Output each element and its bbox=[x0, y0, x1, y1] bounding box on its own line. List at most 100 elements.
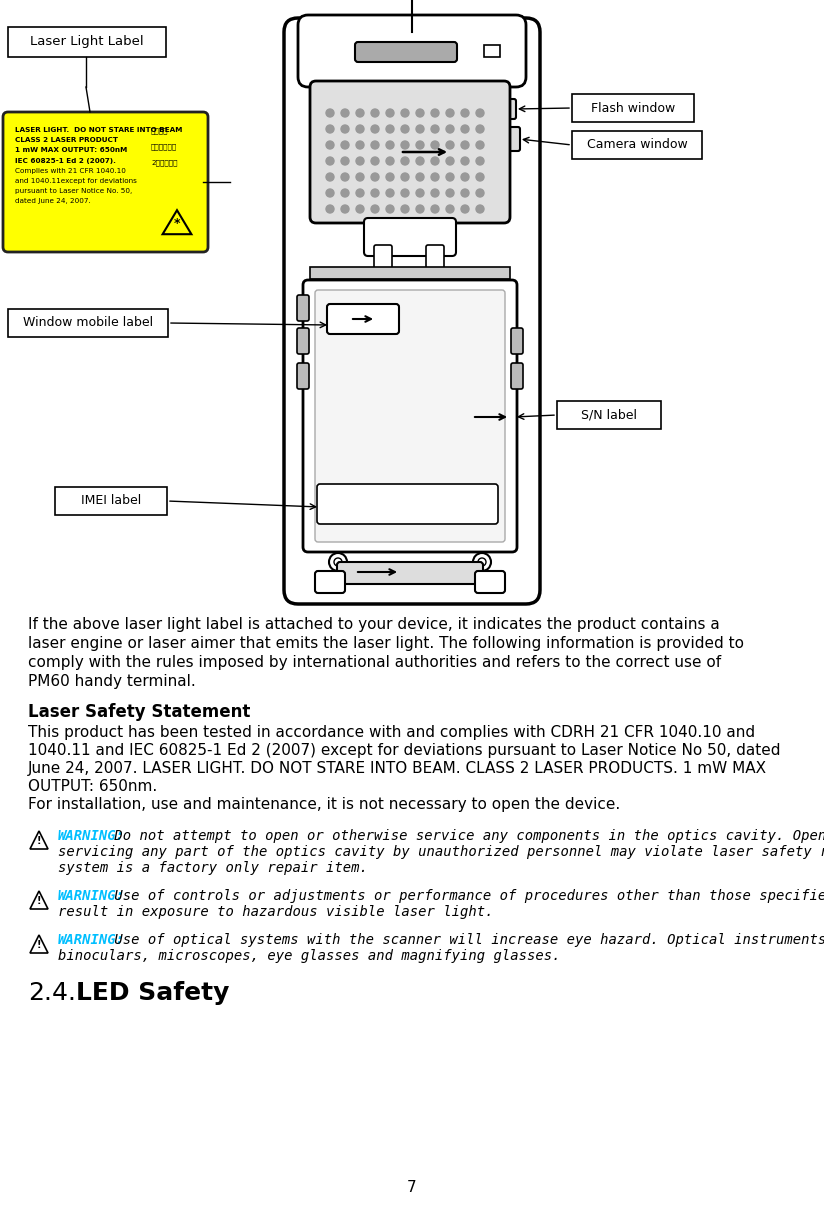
FancyBboxPatch shape bbox=[317, 484, 498, 524]
Circle shape bbox=[446, 109, 454, 117]
Circle shape bbox=[431, 173, 439, 181]
Circle shape bbox=[431, 157, 439, 165]
Polygon shape bbox=[30, 891, 48, 909]
Text: IEC 60825-1 Ed 2 (2007).: IEC 60825-1 Ed 2 (2007). bbox=[15, 158, 116, 164]
Circle shape bbox=[326, 109, 334, 117]
Circle shape bbox=[356, 141, 364, 148]
Text: binoculars, microscopes, eye glasses and magnifying glasses.: binoculars, microscopes, eye glasses and… bbox=[58, 949, 560, 963]
Circle shape bbox=[386, 205, 394, 212]
Text: *: * bbox=[174, 216, 180, 229]
Circle shape bbox=[386, 157, 394, 165]
FancyBboxPatch shape bbox=[284, 18, 540, 604]
Circle shape bbox=[431, 126, 439, 133]
Circle shape bbox=[386, 173, 394, 181]
Circle shape bbox=[446, 157, 454, 165]
Text: 2级激光产品: 2级激光产品 bbox=[151, 159, 177, 167]
Circle shape bbox=[476, 126, 484, 133]
Text: Do not attempt to open or otherwise service any components in the optics cavity.: Do not attempt to open or otherwise serv… bbox=[106, 829, 824, 842]
Circle shape bbox=[326, 126, 334, 133]
Text: IMEI label: IMEI label bbox=[81, 495, 141, 507]
FancyBboxPatch shape bbox=[484, 45, 500, 57]
Text: Window mobile label: Window mobile label bbox=[23, 316, 153, 330]
FancyBboxPatch shape bbox=[337, 562, 483, 584]
Text: and 1040.11except for deviations: and 1040.11except for deviations bbox=[15, 177, 137, 183]
Text: Complies with 21 CFR 1040.10: Complies with 21 CFR 1040.10 bbox=[15, 168, 126, 174]
Circle shape bbox=[341, 189, 349, 197]
Text: Use of optical systems with the scanner will increase eye hazard. Optical instru: Use of optical systems with the scanner … bbox=[106, 933, 824, 947]
Circle shape bbox=[386, 126, 394, 133]
Text: 激光辐射: 激光辐射 bbox=[151, 127, 168, 134]
Text: 1 mW MAX OUTPUT: 650nM: 1 mW MAX OUTPUT: 650nM bbox=[15, 147, 127, 153]
Circle shape bbox=[431, 109, 439, 117]
Circle shape bbox=[371, 189, 379, 197]
Circle shape bbox=[326, 205, 334, 212]
Circle shape bbox=[356, 189, 364, 197]
Text: S/N label: S/N label bbox=[581, 408, 637, 421]
Text: dated June 24, 2007.: dated June 24, 2007. bbox=[15, 198, 91, 204]
FancyBboxPatch shape bbox=[297, 328, 309, 354]
Circle shape bbox=[326, 157, 334, 165]
Circle shape bbox=[401, 189, 409, 197]
Circle shape bbox=[461, 141, 469, 148]
Circle shape bbox=[326, 173, 334, 181]
FancyBboxPatch shape bbox=[355, 42, 457, 62]
Circle shape bbox=[401, 126, 409, 133]
Circle shape bbox=[416, 189, 424, 197]
Circle shape bbox=[446, 205, 454, 212]
Circle shape bbox=[371, 173, 379, 181]
Text: Laser Safety Statement: Laser Safety Statement bbox=[28, 702, 250, 721]
Circle shape bbox=[356, 126, 364, 133]
Text: LASER LIGHT.  DO NOT STARE INTO BEAM: LASER LIGHT. DO NOT STARE INTO BEAM bbox=[15, 127, 182, 133]
FancyBboxPatch shape bbox=[297, 363, 309, 389]
Circle shape bbox=[446, 126, 454, 133]
Text: June 24, 2007. LASER LIGHT. DO NOT STARE INTO BEAM. CLASS 2 LASER PRODUCTS. 1 mW: June 24, 2007. LASER LIGHT. DO NOT STARE… bbox=[28, 760, 767, 776]
FancyBboxPatch shape bbox=[327, 304, 399, 334]
Circle shape bbox=[386, 109, 394, 117]
Circle shape bbox=[431, 205, 439, 212]
Polygon shape bbox=[162, 210, 191, 234]
Circle shape bbox=[476, 109, 484, 117]
Circle shape bbox=[476, 189, 484, 197]
Text: 勿视直射光束: 勿视直射光束 bbox=[151, 144, 177, 150]
Circle shape bbox=[371, 126, 379, 133]
Circle shape bbox=[461, 109, 469, 117]
FancyBboxPatch shape bbox=[486, 127, 520, 151]
Text: 1040.11 and IEC 60825-1 Ed 2 (2007) except for deviations pursuant to Laser Noti: 1040.11 and IEC 60825-1 Ed 2 (2007) exce… bbox=[28, 744, 780, 758]
FancyBboxPatch shape bbox=[426, 245, 444, 269]
Text: !: ! bbox=[37, 836, 41, 846]
Circle shape bbox=[476, 173, 484, 181]
Circle shape bbox=[446, 189, 454, 197]
Circle shape bbox=[416, 173, 424, 181]
Circle shape bbox=[371, 141, 379, 148]
Circle shape bbox=[341, 141, 349, 148]
Text: OUTPUT: 650nm.: OUTPUT: 650nm. bbox=[28, 779, 157, 794]
Circle shape bbox=[356, 173, 364, 181]
Circle shape bbox=[326, 189, 334, 197]
Circle shape bbox=[371, 109, 379, 117]
Circle shape bbox=[371, 157, 379, 165]
Text: For installation, use and maintenance, it is not necessary to open the device.: For installation, use and maintenance, i… bbox=[28, 797, 620, 812]
Text: This product has been tested in accordance with and complies with CDRH 21 CFR 10: This product has been tested in accordan… bbox=[28, 725, 755, 740]
Text: system is a factory only repair item.: system is a factory only repair item. bbox=[58, 861, 368, 875]
Circle shape bbox=[326, 141, 334, 148]
Circle shape bbox=[416, 109, 424, 117]
Polygon shape bbox=[30, 935, 48, 954]
Circle shape bbox=[476, 141, 484, 148]
Circle shape bbox=[401, 157, 409, 165]
FancyBboxPatch shape bbox=[490, 99, 516, 119]
Circle shape bbox=[356, 109, 364, 117]
Text: LED Safety: LED Safety bbox=[76, 981, 229, 1005]
Circle shape bbox=[461, 189, 469, 197]
Circle shape bbox=[341, 205, 349, 212]
Polygon shape bbox=[30, 830, 48, 849]
FancyBboxPatch shape bbox=[8, 309, 168, 337]
Text: laser engine or laser aimer that emits the laser light. The following informatio: laser engine or laser aimer that emits t… bbox=[28, 636, 744, 651]
Text: !: ! bbox=[37, 940, 41, 950]
Text: Laser Light Label: Laser Light Label bbox=[30, 35, 144, 48]
Text: WARNING:: WARNING: bbox=[58, 829, 125, 842]
FancyBboxPatch shape bbox=[315, 571, 345, 593]
FancyBboxPatch shape bbox=[310, 81, 510, 223]
FancyBboxPatch shape bbox=[55, 486, 167, 515]
Circle shape bbox=[461, 173, 469, 181]
Text: PM60 handy terminal.: PM60 handy terminal. bbox=[28, 674, 196, 689]
